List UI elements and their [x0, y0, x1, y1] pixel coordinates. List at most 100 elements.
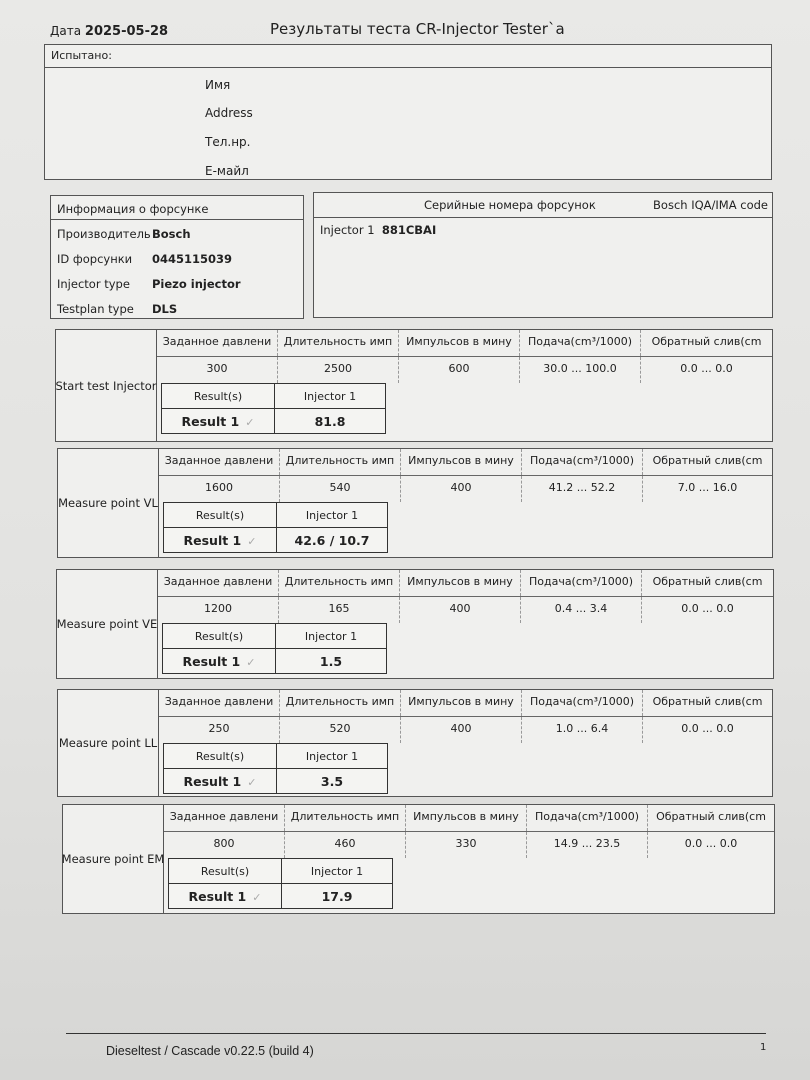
field-address: Address: [205, 106, 253, 120]
results-header: Result(s): [163, 743, 277, 769]
test-block: Measure point VL Заданное давлени Длитель…: [57, 448, 773, 558]
header-row: Заданное давлени Длительность имп Импульсо…: [157, 330, 772, 357]
result-value: 1.5: [275, 648, 387, 674]
test-value: 0.4 ... 3.4: [521, 597, 642, 623]
test-value: 300: [157, 357, 278, 383]
column-header: Длительность имп: [280, 690, 401, 716]
info-label: Testplan type: [57, 302, 134, 316]
column-header: Заданное давлени: [158, 570, 279, 596]
column-header: Обратный слив(cm: [652, 575, 763, 588]
column-header: Заданное давлени: [159, 449, 280, 475]
info-row: Testplan type DLS: [57, 302, 177, 316]
column-header: Импульсов в мину: [401, 449, 522, 475]
test-value: 30.0 ... 100.0: [520, 357, 641, 383]
column-header: Подача(cm³/1000): [527, 805, 648, 831]
page-number: 1: [760, 1042, 767, 1053]
test-value: 250: [159, 717, 280, 743]
test-value: 165: [279, 597, 400, 623]
info-value: Piezo injector: [152, 277, 241, 291]
column-header: Длительность имп: [279, 570, 400, 596]
check-icon: ✓: [252, 890, 262, 904]
check-icon: ✓: [247, 534, 257, 548]
tested-title: Испытано:: [45, 45, 771, 68]
test-value: 2500: [278, 357, 399, 383]
results-header: Result(s): [162, 623, 276, 649]
test-value: 800: [164, 832, 285, 858]
code-title: Bosch IQA/IMA code: [653, 198, 768, 212]
results-header: Result(s): [163, 502, 277, 528]
column-header: Заданное давлени: [157, 330, 278, 356]
test-block: Measure point LL Заданное давлени Длитель…: [57, 689, 773, 797]
info-row: Injector type Piezo injector: [57, 277, 241, 291]
result-value: 42.6 / 10.7: [276, 527, 388, 553]
column-header: Импульсов в мину: [399, 330, 520, 356]
test-block: Measure point EM Заданное давлени Длитель…: [62, 804, 775, 914]
results-header: Result(s): [161, 383, 275, 409]
result-table: Result(s) Injector 1 Result 1 ✓ 17.9: [168, 858, 393, 909]
column-header: Импульсов в мину: [401, 690, 522, 716]
column-header: Длительность имп: [280, 449, 401, 475]
test-value: 400: [401, 717, 522, 743]
test-value: 0.0 ... 0.0: [681, 722, 734, 735]
info-value: Bosch: [152, 227, 191, 241]
result-value: 17.9: [281, 883, 393, 909]
result-label: Result 1 ✓: [163, 527, 277, 553]
result-table: Result(s) Injector 1 Result 1 ✓ 3.5: [163, 743, 388, 794]
test-block: Measure point VE Заданное давлени Длитель…: [56, 569, 774, 679]
test-value: 540: [280, 476, 401, 502]
test-name: Measure point VE: [57, 570, 158, 678]
column-header: Подача(cm³/1000): [522, 449, 643, 475]
test-value: 460: [285, 832, 406, 858]
test-value: 520: [280, 717, 401, 743]
injector-header: Injector 1: [281, 858, 393, 884]
column-header: Импульсов в мину: [406, 805, 527, 831]
test-name: Measure point EM: [62, 805, 164, 913]
header-row: Заданное давлени Длительность имп Импульсо…: [158, 570, 773, 597]
report-date: Дата 2025-05-28: [50, 24, 169, 39]
test-value: 1.0 ... 6.4: [522, 717, 643, 743]
field-name: Имя: [205, 78, 231, 92]
test-name: Measure point LL: [58, 690, 159, 796]
injector-info: Информация о форсунке Производитель Bosch…: [50, 195, 304, 319]
test-value: 14.9 ... 23.5: [527, 832, 648, 858]
info-label: Производитель: [57, 227, 151, 241]
value-row: 300 2500 600 30.0 ... 100.0 0.0 ... 0.0: [157, 357, 772, 383]
result-label: Result 1 ✓: [168, 883, 282, 909]
column-header: Подача(cm³/1000): [521, 570, 642, 596]
test-name: Start test Injector: [55, 330, 157, 441]
result-label: Result 1 ✓: [162, 648, 276, 674]
test-value: 1200: [158, 597, 279, 623]
results-header: Result(s): [168, 858, 282, 884]
test-name: Measure point VL: [58, 449, 159, 557]
injector-serial: Injector 1 881CBAI: [320, 223, 437, 237]
serial-numbers: Серийные номера форсунок Bosch IQA/IMA c…: [313, 192, 773, 318]
column-header: Обратный слив(cm: [652, 454, 763, 467]
test-block: Start test Injector Заданное давлени Длит…: [55, 329, 773, 442]
result-label: Result 1 ✓: [161, 408, 275, 434]
info-value: DLS: [152, 302, 178, 316]
result-table: Result(s) Injector 1 Result 1 ✓ 1.5: [162, 623, 387, 674]
injector-header: Injector 1: [276, 502, 388, 528]
value-row: 800 460 330 14.9 ... 23.5 0.0 ... 0.0: [164, 832, 774, 858]
footer-divider: [66, 1033, 766, 1034]
field-email: E-майл: [205, 164, 249, 178]
test-value: 330: [406, 832, 527, 858]
header-row: Заданное давлени Длительность имп Импульсо…: [164, 805, 774, 832]
result-label: Result 1 ✓: [163, 768, 277, 794]
result-table: Result(s) Injector 1 Result 1 ✓ 42.6 / 10.7: [163, 502, 388, 553]
check-icon: ✓: [247, 775, 257, 789]
header-row: Заданное давлени Длительность имп Импульсо…: [159, 690, 772, 717]
result-value: 81.8: [274, 408, 386, 434]
value-row: 1200 165 400 0.4 ... 3.4 0.0 ... 0.0: [158, 597, 773, 623]
test-value: 0.0 ... 0.0: [684, 837, 738, 850]
column-header: Обратный слив(cm: [656, 810, 766, 823]
column-header: Длительность имп: [285, 805, 406, 831]
injector-header: Injector 1: [275, 623, 387, 649]
info-row: Производитель Bosch: [57, 227, 191, 241]
header-row: Заданное давлени Длительность имп Импульсо…: [159, 449, 772, 476]
value-row: 250 520 400 1.0 ... 6.4 0.0 ... 0.0: [159, 717, 772, 743]
tested-section: Испытано: Имя Address Тел.нр. E-майл: [44, 44, 772, 180]
column-header: Обратный слив(cm: [652, 695, 763, 708]
injector-header: Injector 1: [276, 743, 388, 769]
